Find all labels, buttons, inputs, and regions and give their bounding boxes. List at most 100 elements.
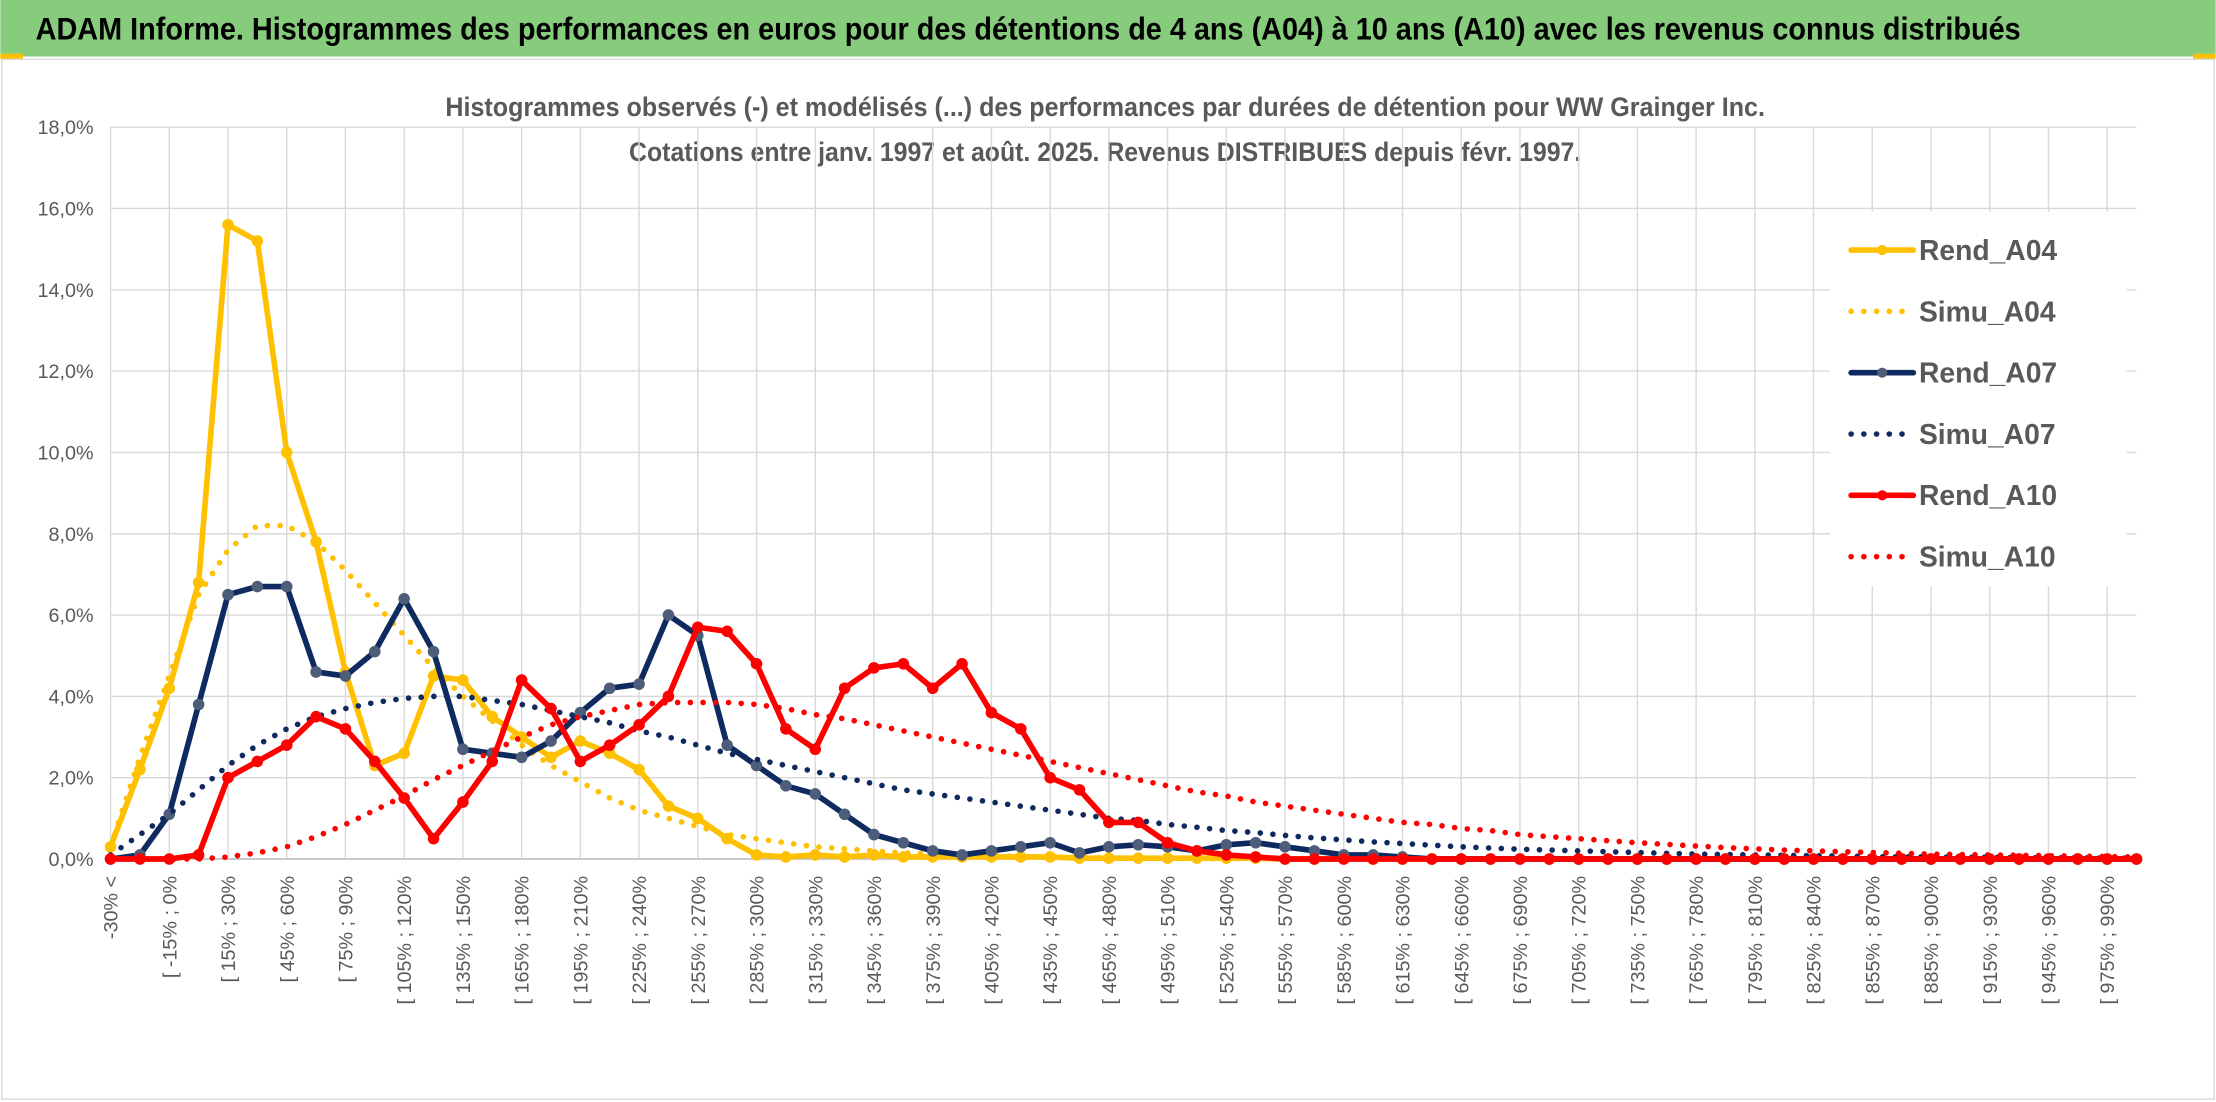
- y-tick-label: 16,0%: [38, 199, 94, 221]
- data-point: [603, 739, 616, 751]
- data-point: [780, 851, 792, 863]
- data-point: [1279, 853, 1291, 865]
- data-point: [662, 609, 675, 621]
- data-point: [1249, 851, 1262, 863]
- data-point: [1161, 836, 1174, 849]
- data-point: [1337, 853, 1350, 865]
- header-title: ADAM Informe. Histogrammes des performan…: [36, 12, 2021, 47]
- data-point: [1220, 838, 1233, 851]
- data-point: [1044, 836, 1056, 849]
- legend-marker: [1877, 367, 1888, 378]
- data-point: [1014, 723, 1027, 735]
- data-point: [956, 658, 968, 670]
- data-point: [192, 698, 205, 711]
- data-point: [985, 845, 998, 857]
- data-point: [1367, 853, 1379, 865]
- data-point: [1073, 784, 1086, 796]
- model-line: [107, 699, 2140, 862]
- y-tick-label: 14,0%: [38, 280, 94, 302]
- x-tick-label: [ 495% ; 510%: [1158, 876, 1180, 1005]
- data-point: [427, 645, 440, 658]
- data-point: [1866, 853, 1879, 865]
- data-point: [780, 780, 792, 792]
- data-point: [1103, 841, 1115, 853]
- corner-accent: [2193, 53, 2216, 60]
- legend-marker: [1877, 490, 1888, 501]
- data-point: [2013, 853, 2025, 865]
- data-point: [1484, 853, 1497, 865]
- data-point: [1602, 853, 1614, 865]
- x-tick-label: [ 165% ; 180%: [512, 876, 534, 1005]
- chart-title: Histogrammes observés (-) et modélisés (…: [445, 92, 1765, 122]
- data-point: [251, 235, 264, 247]
- data-point: [398, 747, 410, 760]
- x-tick-label: [ 315% ; 330%: [805, 876, 827, 1005]
- x-tick-label: [ 945% ; 960%: [2039, 876, 2061, 1005]
- data-point: [1426, 853, 1438, 865]
- data-point: [222, 218, 234, 231]
- data-point: [985, 706, 998, 719]
- data-point: [280, 446, 293, 459]
- data-point: [1572, 853, 1585, 865]
- x-tick-label: [ 825% ; 840%: [1804, 876, 1826, 1005]
- header-bar: [0, 0, 2216, 57]
- data-point: [926, 845, 939, 857]
- x-tick-label: [ 135% ; 150%: [453, 876, 475, 1005]
- data-point: [310, 710, 322, 723]
- data-point: [1690, 853, 1702, 865]
- x-tick-label: [ 765% ; 780%: [1686, 876, 1708, 1005]
- data-point: [633, 678, 645, 690]
- data-point: [1308, 853, 1321, 865]
- x-tick-label: -30% <: [101, 876, 123, 939]
- x-tick-label: [ 285% ; 300%: [747, 876, 769, 1005]
- data-point: [1719, 853, 1732, 865]
- data-point: [838, 851, 851, 863]
- data-point: [515, 674, 528, 686]
- y-tick-label: 18,0%: [38, 117, 94, 139]
- data-point: [780, 723, 792, 735]
- x-tick-label: [ 345% ; 360%: [864, 876, 886, 1005]
- data-point: [633, 719, 645, 731]
- x-tick-label: [ 735% ; 750%: [1627, 876, 1649, 1005]
- data-point: [1455, 853, 1467, 865]
- legend-label: Simu_A07: [1919, 418, 2056, 450]
- data-point: [1396, 853, 1409, 865]
- x-tick-label: [ 15% ; 30%: [218, 876, 240, 983]
- data-point: [280, 580, 293, 593]
- x-tick-label: [ 855% ; 870%: [1862, 876, 1884, 1005]
- data-point: [691, 621, 704, 634]
- x-tick-label: [ 405% ; 420%: [981, 876, 1003, 1005]
- data-point: [398, 592, 410, 605]
- data-point: [457, 674, 469, 686]
- data-point: [2130, 853, 2143, 865]
- data-point: [662, 800, 675, 812]
- x-tick-label: [ 675% ; 690%: [1510, 876, 1532, 1005]
- data-point: [956, 849, 968, 861]
- x-tick-label: [ 375% ; 390%: [923, 876, 945, 1005]
- x-tick-label: [ 105% ; 120%: [394, 876, 416, 1005]
- x-tick-label: [ 555% ; 570%: [1275, 876, 1297, 1005]
- data-point: [1279, 841, 1291, 853]
- data-point: [1220, 849, 1233, 861]
- y-tick-label: 12,0%: [38, 361, 94, 383]
- data-point: [633, 763, 645, 776]
- x-tick-label: [ 975% ; 990%: [2097, 876, 2119, 1005]
- data-point: [603, 682, 616, 695]
- x-tick-label: [ 255% ; 270%: [688, 876, 710, 1005]
- data-point: [545, 702, 557, 715]
- data-point: [868, 662, 880, 674]
- data-point: [574, 755, 587, 768]
- y-tick-label: 0,0%: [49, 849, 94, 871]
- data-point: [574, 735, 587, 747]
- legend-background: [1829, 211, 2127, 587]
- data-point: [897, 658, 910, 670]
- data-point: [1660, 853, 1673, 865]
- data-point: [1749, 853, 1761, 865]
- x-tick-label: [ 465% ; 480%: [1099, 876, 1121, 1005]
- chart-subtitle: Cotations entre janv. 1997 et août. 2025…: [629, 137, 1581, 167]
- data-point: [721, 625, 733, 638]
- data-point: [222, 771, 234, 784]
- data-point: [1778, 853, 1790, 865]
